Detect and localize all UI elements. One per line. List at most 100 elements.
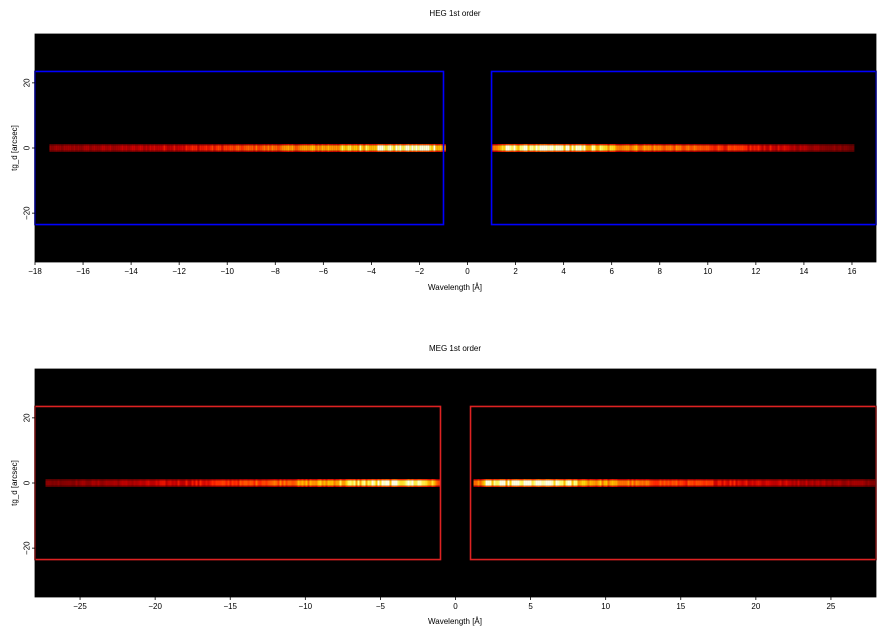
heg-spectrum-pixel <box>355 144 358 146</box>
meg-spectrum-pixel <box>711 479 714 481</box>
heg-spectrum-pixel <box>697 144 700 146</box>
heg-spectrum-pixel <box>213 144 216 146</box>
meg-spectrum-pixel <box>363 480 366 486</box>
heg-spectrum-pixel <box>179 150 182 152</box>
meg-spectrum-pixel <box>871 485 874 487</box>
heg-spectrum-pixel <box>681 145 684 151</box>
heg-spectrum-pixel <box>325 150 328 152</box>
meg-spectrum-pixel <box>397 485 400 487</box>
heg-spectrum-pixel <box>343 145 346 151</box>
meg-spectrum-pixel <box>423 479 426 481</box>
meg-spectrum-pixel <box>405 480 408 486</box>
meg-spectrum-pixel <box>863 479 866 481</box>
heg-spectrum-pixel <box>211 144 214 146</box>
meg-spectrum-pixel <box>805 479 808 481</box>
meg-spectrum-pixel <box>275 485 278 487</box>
meg-spectrum-pixel <box>209 480 212 486</box>
meg-spectrum-pixel <box>793 480 796 486</box>
heg-spectrum-pixel <box>109 144 112 146</box>
meg-spectrum-pixel <box>863 485 866 487</box>
heg-spectrum-pixel <box>227 145 230 151</box>
heg-xtick-label: 8 <box>658 267 663 276</box>
heg-spectrum-pixel <box>563 144 566 146</box>
heg-spectrum-pixel <box>529 144 532 146</box>
heg-spectrum-pixel <box>675 145 678 151</box>
heg-spectrum-pixel <box>555 145 558 151</box>
heg-spectrum-pixel <box>367 150 370 152</box>
heg-spectrum-pixel <box>703 144 706 146</box>
heg-spectrum-pixel <box>185 144 188 146</box>
meg-spectrum-pixel <box>785 480 788 486</box>
heg-spectrum-pixel <box>373 144 376 146</box>
meg-spectrum-pixel <box>641 485 644 487</box>
meg-spectrum-pixel <box>767 480 770 486</box>
heg-spectrum-pixel <box>717 145 720 151</box>
heg-xtick-label: −18 <box>28 267 42 276</box>
heg-spectrum-pixel <box>701 144 704 146</box>
meg-spectrum-pixel <box>539 485 542 487</box>
heg-spectrum-pixel <box>221 145 224 151</box>
heg-spectrum-pixel <box>597 150 600 152</box>
meg-spectrum-pixel <box>373 479 376 481</box>
heg-spectrum-pixel <box>185 150 188 152</box>
heg-spectrum-pixel <box>427 145 430 151</box>
meg-spectrum-pixel <box>813 479 816 481</box>
heg-spectrum-pixel <box>141 145 144 151</box>
meg-spectrum-pixel <box>309 485 312 487</box>
heg-spectrum-pixel <box>169 144 172 146</box>
heg-spectrum-pixel <box>763 150 766 152</box>
heg-spectrum-pixel <box>625 145 628 151</box>
heg-spectrum-pixel <box>393 144 396 146</box>
heg-spectrum-pixel <box>217 150 220 152</box>
meg-spectrum-pixel <box>363 479 366 481</box>
heg-spectrum-pixel <box>343 150 346 152</box>
meg-spectrum-pixel <box>509 485 512 487</box>
meg-spectrum-pixel <box>293 480 296 486</box>
heg-spectrum-pixel <box>315 150 318 152</box>
heg-spectrum-pixel <box>179 144 182 146</box>
meg-spectrum-pixel <box>631 480 634 486</box>
meg-spectrum-pixel <box>569 479 572 481</box>
meg-spectrum-pixel <box>603 479 606 481</box>
heg-spectrum-pixel <box>845 144 848 146</box>
meg-spectrum-pixel <box>835 480 838 486</box>
meg-spectrum-pixel <box>479 480 482 486</box>
meg-ytick-label: 20 <box>23 413 32 422</box>
heg-spectrum-pixel <box>421 145 424 151</box>
heg-spectrum-pixel <box>691 145 694 151</box>
meg-spectrum-pixel <box>289 480 292 486</box>
heg-spectrum-pixel <box>207 144 210 146</box>
heg-spectrum-pixel <box>347 150 350 152</box>
heg-spectrum-pixel <box>429 150 432 152</box>
heg-spectrum-pixel <box>693 150 696 152</box>
meg-spectrum-pixel <box>825 479 828 481</box>
heg-spectrum-pixel <box>601 145 604 151</box>
meg-spectrum-pixel <box>61 485 64 487</box>
meg-spectrum-pixel <box>755 480 758 486</box>
heg-spectrum-pixel <box>625 150 628 152</box>
meg-spectrum-pixel <box>197 485 200 487</box>
heg-spectrum-pixel <box>343 144 346 146</box>
meg-spectrum-pixel <box>783 485 786 487</box>
heg-spectrum-pixel <box>669 144 672 146</box>
meg-spectrum-pixel <box>801 479 804 481</box>
heg-spectrum-pixel <box>709 150 712 152</box>
heg-spectrum-pixel <box>99 144 102 146</box>
heg-spectrum-pixel <box>821 145 824 151</box>
heg-spectrum-pixel <box>271 145 274 151</box>
heg-spectrum-pixel <box>599 144 602 146</box>
meg-spectrum-pixel <box>227 480 230 486</box>
heg-spectrum-pixel <box>171 144 174 146</box>
heg-spectrum-pixel <box>499 144 502 146</box>
heg-spectrum-pixel <box>215 150 218 152</box>
heg-spectrum-pixel <box>683 150 686 152</box>
heg-spectrum-pixel <box>363 150 366 152</box>
heg-spectrum-pixel <box>117 144 120 146</box>
meg-spectrum-pixel <box>753 480 756 486</box>
heg-spectrum-pixel <box>167 144 170 146</box>
heg-spectrum-pixel <box>557 144 560 146</box>
heg-spectrum-pixel <box>661 144 664 146</box>
meg-spectrum-pixel <box>217 485 220 487</box>
meg-spectrum-pixel <box>631 479 634 481</box>
meg-spectrum-pixel <box>141 480 144 486</box>
